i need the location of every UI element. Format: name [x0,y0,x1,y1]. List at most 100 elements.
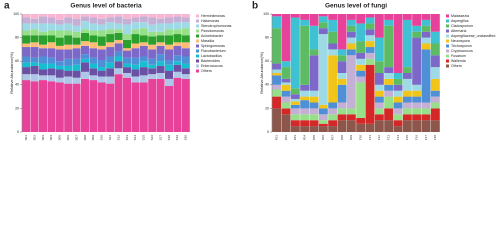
x-tick-label: S13 [125,135,129,141]
bar-segment [346,55,356,109]
bar-segment [72,44,81,49]
bar-segment [173,34,182,43]
bar-segment [421,49,431,103]
bar-segment [421,120,431,132]
bar-segment [374,102,384,109]
legend-swatch [196,49,199,53]
bar-segment [22,80,31,132]
bar-segment [123,63,131,68]
bar-segment [55,49,64,62]
panel-label: b [252,1,258,12]
bar-segment [156,23,165,32]
bar-segment [430,43,440,56]
bar-segment [123,18,131,25]
bar-segment [412,108,422,115]
bar-segment [89,68,98,76]
y-tick-label: 20 [15,106,19,110]
bar-segment [365,29,375,36]
bar-segment [22,43,31,48]
bar-segment [30,74,39,82]
bar-segment [89,35,98,43]
bar-segment [156,61,165,66]
bar-segment [173,29,182,35]
bar-segment [365,41,375,48]
bar-segment [89,48,98,58]
bar-segment [106,76,115,84]
bar-segment [139,67,148,76]
bar-segment [165,23,173,30]
bar-segment [39,44,47,49]
legend-swatch [196,69,199,73]
bar-segment [30,57,39,63]
bar-segment [281,82,291,85]
bar-segment [374,37,384,62]
bar-segment [165,60,173,65]
bar-segment [290,17,300,89]
bar-segment [181,35,190,43]
bar-segment [165,64,173,71]
bar-segment [430,55,440,68]
bar-segment [114,56,123,62]
bar-segment [139,82,148,132]
bar-segment [72,83,81,132]
bar-segment [30,42,39,48]
bar-segment [123,73,131,78]
bar-segment [64,76,73,84]
legend-label: Others [451,64,462,68]
bar-segment [114,32,123,40]
x-tick-label: F11 [368,135,372,140]
y-tick-label: 80 [265,36,269,40]
bar-segment [272,84,282,90]
bar-segment [412,120,422,132]
bar-segment [309,55,319,91]
bar-segment [384,73,394,79]
bar-segment [318,16,328,23]
bar-segment [114,74,123,132]
bar-segment [421,14,431,20]
bar-segment [290,114,300,121]
x-tick-label: F02 [284,135,288,141]
bar-segment [55,45,64,50]
bar-segment [309,90,319,97]
bar-segment [114,61,123,69]
legend-swatch [446,19,449,23]
legend-swatch [196,19,199,23]
bar-segment [384,19,394,26]
bar-segment [290,101,300,105]
y-axis-label: Relative Abundance(%) [9,51,14,93]
bar-segment [300,84,310,91]
bar-segment [402,19,412,68]
legend-swatch [446,24,449,28]
bar-segment [72,58,81,65]
legend-swatch [196,34,199,38]
bar-segment [384,96,394,109]
bar-segment [131,76,140,83]
bar-segment [156,42,165,46]
bar-segment [300,120,310,127]
bar-segment [123,39,131,49]
bar-segment [421,114,431,121]
bar-segment [328,108,338,115]
bar-segment [22,23,31,31]
bar-segment [402,114,412,121]
bar-segment [114,68,123,75]
bar-segment [173,77,182,132]
bar-segment [430,90,440,97]
bar-segment [393,90,403,97]
bar-segment [81,32,89,42]
bar-segment [72,48,81,59]
y-tick-label: 0 [267,130,269,134]
bar-segment [72,18,81,26]
bar-segment [412,90,422,97]
bar-segment [173,16,182,23]
bar-segment [181,28,190,36]
bar-segment [89,17,98,24]
bar-segment [346,43,356,50]
bar-segment [365,47,375,53]
bar-segment [328,49,338,56]
bar-segment [412,102,422,109]
bar-segment [81,29,89,33]
bar-segment [421,19,431,26]
bar-segment [131,17,140,23]
bar-segment [290,98,300,102]
